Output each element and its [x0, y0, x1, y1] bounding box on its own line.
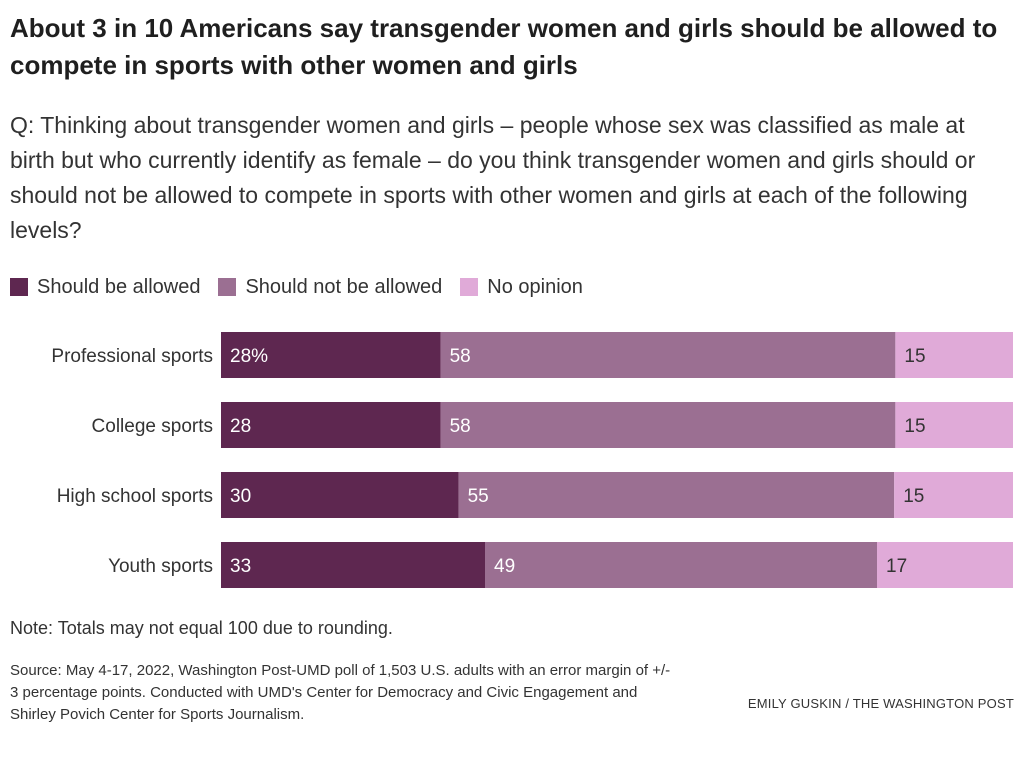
bar-youth-sports-no-opinion	[877, 542, 1013, 588]
bar-youth-sports-should-be-allowed	[221, 542, 485, 588]
bar-high-school-sports-should-be-allowed	[221, 472, 459, 518]
legend-label-should-be-allowed: Should be allowed	[37, 275, 201, 298]
chart-note: Note: Totals may not equal 100 due to ro…	[10, 618, 393, 638]
data-label-high-school-sports-should-not-be-allowed: 55	[468, 486, 489, 507]
category-label-college-sports: College sports	[92, 416, 213, 437]
bar-college-sports-no-opinion	[895, 402, 1013, 448]
data-label-college-sports-should-not-be-allowed: 58	[450, 416, 471, 437]
data-label-college-sports-should-be-allowed: 28	[230, 416, 251, 437]
legend-swatch-should-be-allowed	[10, 278, 28, 296]
bar-youth-sports-should-not-be-allowed	[485, 542, 877, 588]
category-label-professional-sports: Professional sports	[51, 346, 213, 367]
data-label-professional-sports-should-be-allowed: 28%	[230, 346, 268, 367]
bar-professional-sports-no-opinion	[895, 332, 1013, 378]
category-label-youth-sports: Youth sports	[108, 556, 213, 577]
legend-label-no-opinion: No opinion	[487, 275, 583, 298]
legend-swatch-should-not-be-allowed	[218, 278, 237, 296]
data-label-youth-sports-no-opinion: 17	[886, 556, 907, 577]
legend-item-no-opinion: No opinion	[460, 276, 583, 299]
bar-high-school-sports-no-opinion	[894, 472, 1013, 518]
legend-swatch-no-opinion	[460, 278, 479, 296]
category-label-high-school-sports: High school sports	[57, 486, 213, 507]
data-label-professional-sports-no-opinion: 15	[904, 346, 925, 367]
source-text: Source: May 4-17, 2022, Washington Post-…	[10, 662, 671, 723]
data-label-high-school-sports-should-be-allowed: 30	[230, 486, 251, 507]
legend-label-should-not-be-allowed: Should not be allowed	[245, 275, 443, 298]
survey-question: Q: Thinking about transgender women and …	[10, 112, 976, 243]
data-label-youth-sports-should-be-allowed: 33	[230, 556, 251, 577]
legend: Should be allowed Should not be allowed …	[10, 272, 601, 302]
bar-professional-sports-should-not-be-allowed	[440, 332, 896, 378]
chart-title: About 3 in 10 Americans say transgender …	[10, 13, 998, 80]
bar-college-sports-should-be-allowed	[221, 402, 441, 448]
legend-item-should-not-be-allowed: Should not be allowed	[218, 276, 442, 299]
stacked-bar-chart: Professional sports 28% 58 15 College sports…	[51, 332, 1013, 588]
data-label-college-sports-no-opinion: 15	[904, 416, 925, 437]
bar-high-school-sports-should-not-be-allowed	[458, 472, 895, 518]
data-label-youth-sports-should-not-be-allowed: 49	[494, 556, 515, 577]
bar-professional-sports-should-be-allowed	[221, 332, 441, 378]
data-label-high-school-sports-no-opinion: 15	[903, 486, 924, 507]
credit-text: EMILY GUSKIN / THE WASHINGTON POST	[747, 696, 1014, 711]
data-label-professional-sports-should-not-be-allowed: 58	[450, 346, 471, 367]
bar-college-sports-should-not-be-allowed	[440, 402, 896, 448]
legend-item-should-be-allowed: Should be allowed	[10, 276, 200, 299]
